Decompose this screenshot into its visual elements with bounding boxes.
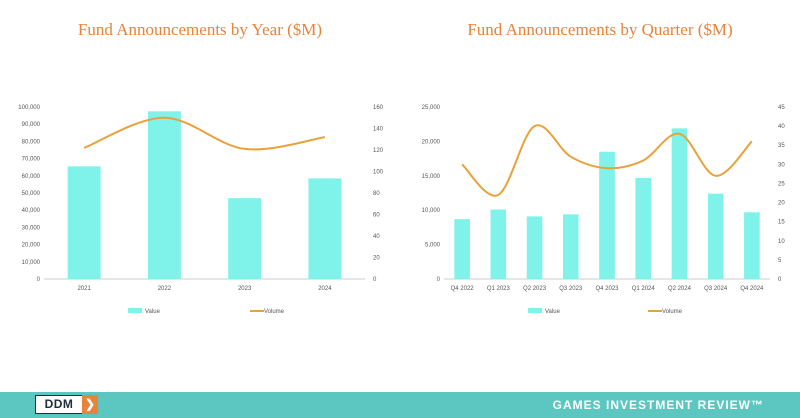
chart-title-year: Fund Announcements by Year ($M) — [77, 20, 323, 39]
legend-label-value: Value — [145, 309, 161, 315]
y-left-tick-label: 50,000 — [22, 191, 41, 197]
x-tick-label: Q4 2023 — [595, 286, 619, 292]
y-right-tick-label: 20 — [373, 256, 380, 262]
bar — [671, 128, 688, 279]
bar — [490, 209, 507, 279]
bar — [635, 177, 652, 279]
brand-name: GAMES INVESTMENT REVIEW™ — [552, 398, 764, 412]
legend-swatch-value — [528, 308, 542, 313]
x-tick-label: Q2 2024 — [668, 286, 692, 292]
y-left-tick-label: 20,000 — [422, 139, 441, 145]
y-left-tick-label: 10,000 — [22, 260, 41, 266]
legend-label-volume: Volume — [662, 309, 683, 315]
ddm-logo-text: DDM — [35, 395, 83, 414]
y-left-tick-label: 30,000 — [22, 225, 41, 231]
y-left-tick-label: 15,000 — [422, 174, 441, 180]
bar — [707, 193, 724, 279]
x-tick-label: Q2 2023 — [523, 286, 547, 292]
footer-bar: DDM ❯ GAMES INVESTMENT REVIEW™ — [0, 392, 800, 418]
bar — [744, 212, 760, 279]
y-right-tick-label: 100 — [373, 170, 384, 176]
y-right-tick-label: 40 — [373, 234, 380, 240]
y-left-tick-label: 25,000 — [422, 105, 441, 111]
y-right-tick-label: 0 — [778, 277, 782, 283]
volume-line — [461, 124, 753, 197]
x-tick-label: Q3 2024 — [704, 286, 728, 292]
legend-swatch-value — [128, 308, 142, 313]
x-tick-label: Q1 2024 — [632, 286, 656, 292]
y-right-tick-label: 30 — [778, 162, 785, 168]
bar — [562, 214, 579, 279]
x-tick-label: Q4 2022 — [451, 286, 475, 292]
bar — [454, 219, 470, 279]
chart-title-quarter: Fund Announcements by Quarter ($M) — [467, 20, 733, 39]
x-tick-label: Q1 2023 — [487, 286, 511, 292]
y-right-tick-label: 0 — [373, 277, 377, 283]
bar — [67, 166, 101, 279]
y-right-tick-label: 160 — [373, 105, 384, 111]
y-left-tick-label: 70,000 — [22, 157, 41, 163]
bar — [228, 198, 262, 279]
y-left-tick-label: 5,000 — [425, 243, 441, 249]
chart-quarter: 0 5,000 10,000 15,000 20,000 25,000 0 5 10 15 20 25… — [422, 105, 786, 315]
bar — [526, 216, 543, 279]
y-left-tick-label: 100,000 — [18, 105, 40, 111]
y-right-tick-label: 80 — [373, 191, 380, 197]
ddm-logo: DDM ❯ — [35, 395, 98, 414]
x-tick-label: Q3 2023 — [559, 286, 583, 292]
legend-label-volume: Volume — [264, 309, 285, 315]
x-tick-label: 2021 — [77, 286, 91, 292]
y-right-tick-label: 25 — [778, 181, 785, 187]
y-left-tick-label: 10,000 — [422, 208, 441, 214]
y-left-tick-label: 90,000 — [22, 122, 41, 128]
y-right-tick-label: 45 — [778, 105, 785, 111]
y-left-tick-label: 80,000 — [22, 139, 41, 145]
y-right-tick-label: 15 — [778, 220, 785, 226]
bar — [308, 178, 342, 279]
chart-year: 0 10,000 20,000 30,000 40,000 50,000 60,000 70,… — [18, 105, 384, 315]
y-left-tick-label: 0 — [37, 277, 41, 283]
chevron-right-icon: ❯ — [82, 395, 98, 414]
y-right-tick-label: 40 — [778, 124, 785, 130]
y-right-tick-label: 20 — [778, 201, 785, 207]
y-right-tick-label: 5 — [778, 258, 782, 264]
x-tick-label: Q4 2024 — [740, 286, 764, 292]
y-left-tick-label: 20,000 — [22, 243, 41, 249]
legend-label-value: Value — [545, 309, 561, 315]
y-right-tick-label: 35 — [778, 143, 785, 149]
bar — [147, 111, 181, 279]
x-tick-label: 2024 — [318, 286, 332, 292]
x-tick-label: 2023 — [238, 286, 252, 292]
y-right-tick-label: 60 — [373, 213, 380, 219]
y-left-tick-label: 40,000 — [22, 208, 41, 214]
y-left-tick-label: 60,000 — [22, 174, 41, 180]
bar — [599, 151, 615, 279]
y-right-tick-label: 120 — [373, 148, 384, 154]
x-tick-label: 2022 — [158, 286, 172, 292]
y-right-tick-label: 140 — [373, 127, 384, 133]
y-left-tick-label: 0 — [437, 277, 441, 283]
volume-line — [83, 116, 326, 151]
y-right-tick-label: 10 — [778, 239, 785, 245]
